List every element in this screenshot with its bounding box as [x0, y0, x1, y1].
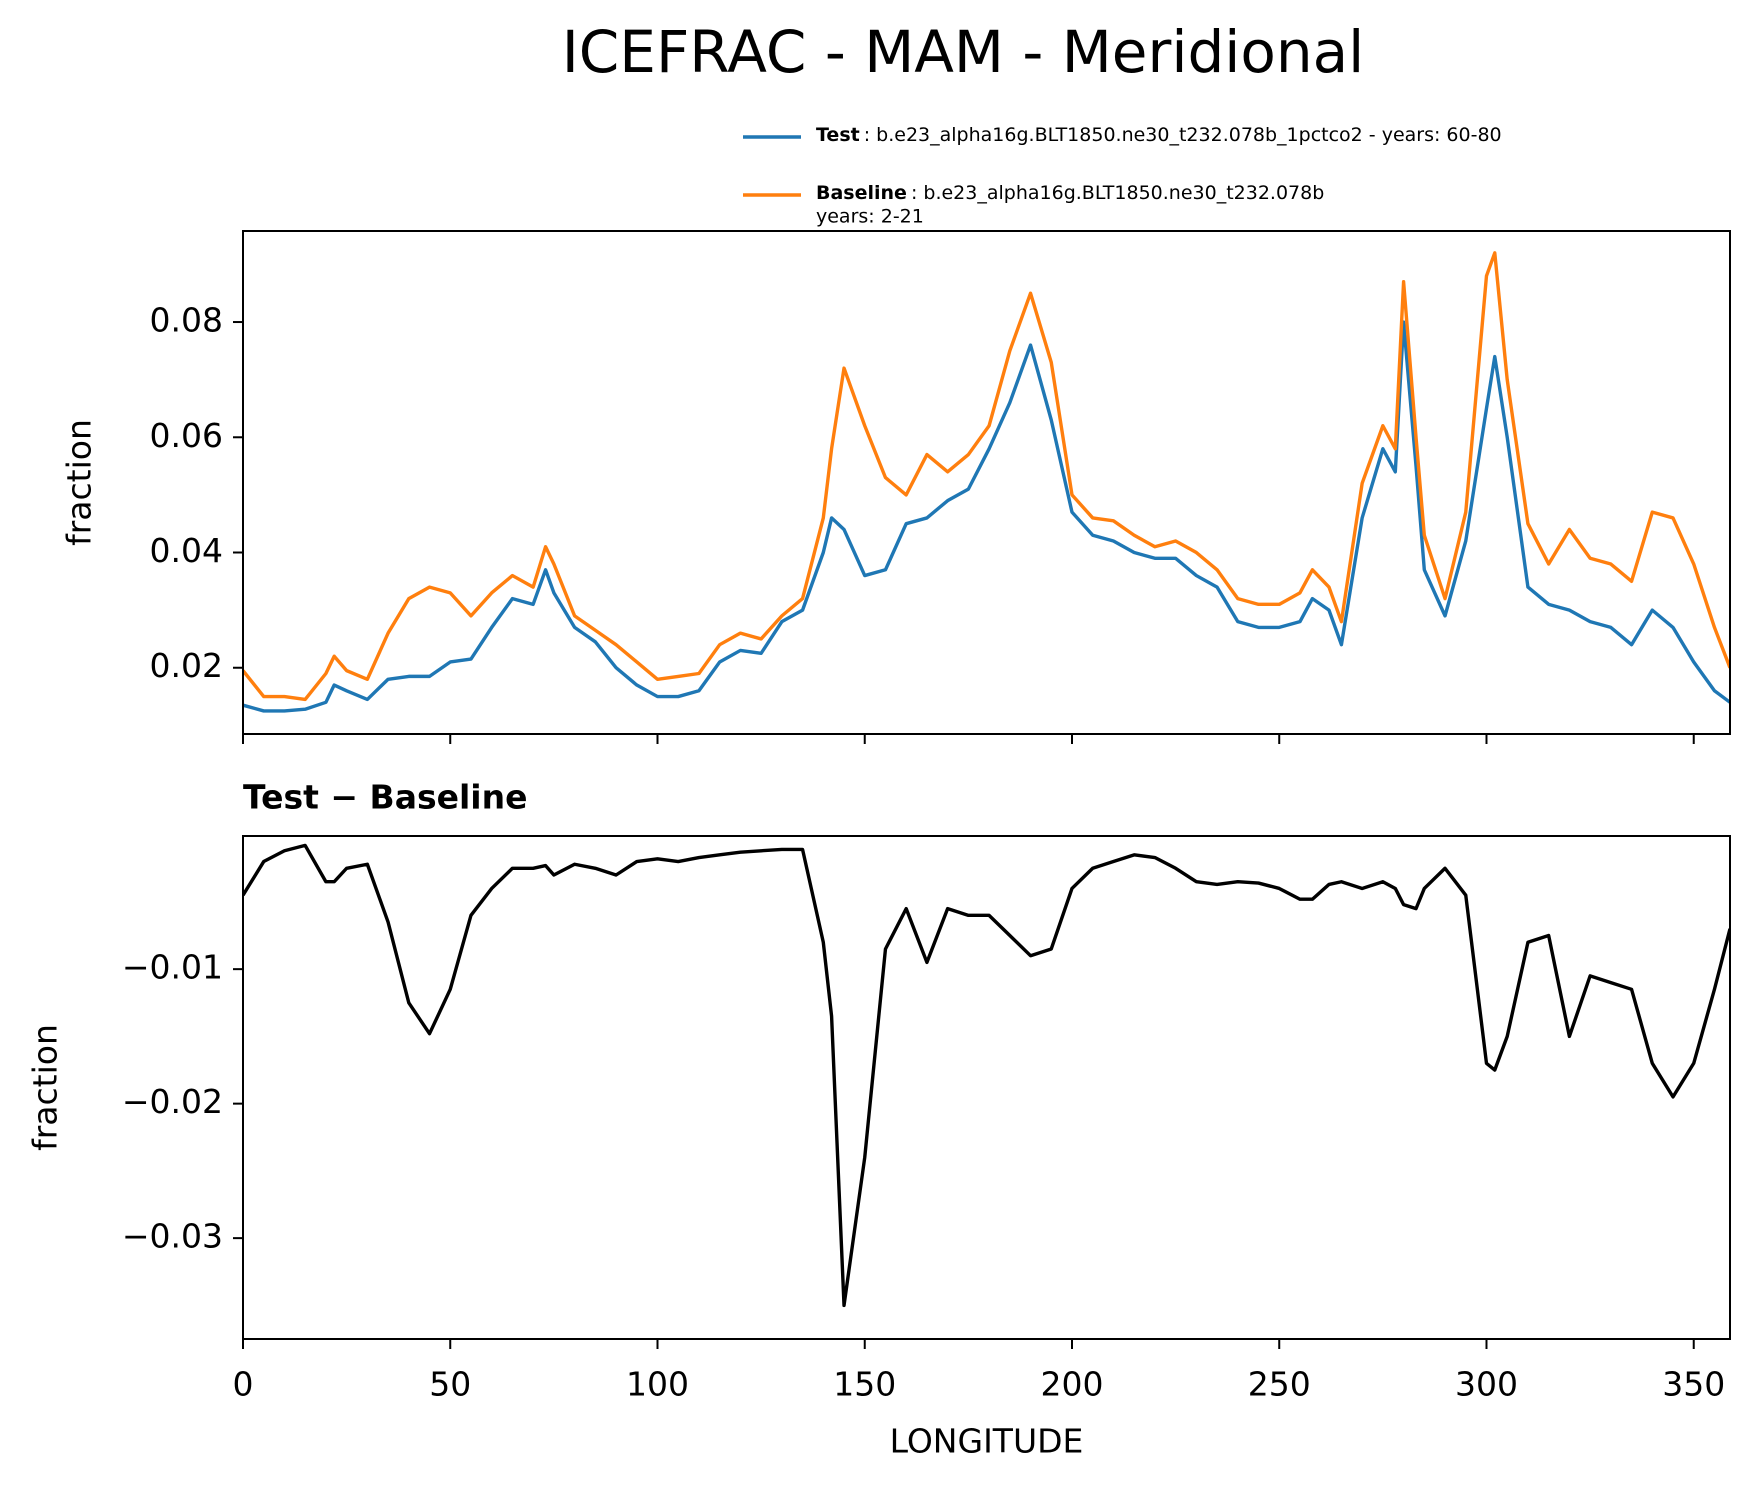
subplot-title: Test − Baseline	[243, 778, 528, 817]
y-tick-label: −0.02	[122, 1082, 223, 1121]
series-line	[243, 251, 1730, 702]
axes-frame	[242, 835, 1731, 1340]
y-tick-label: 0.06	[150, 416, 223, 455]
series-line	[243, 843, 1730, 1308]
y-tick-label: −0.03	[122, 1217, 223, 1256]
y-tick-label: −0.01	[122, 948, 223, 987]
y-tick-label: 0.08	[150, 301, 223, 340]
legend-name: Baseline	[816, 182, 907, 204]
x-axis-label: LONGITUDE	[890, 1422, 1084, 1461]
x-tick-label: 200	[1040, 1365, 1103, 1404]
legend-name: Test	[816, 124, 860, 146]
y-tick-label: 0.04	[150, 531, 223, 570]
x-tick-label: 250	[1248, 1365, 1311, 1404]
legend-label: Baseline: b.e23_alpha16g.BLT1850.ne30_t2…	[816, 182, 1324, 204]
y-axis-label: fraction	[60, 419, 99, 546]
series-line	[243, 320, 1730, 713]
x-tick-label: 150	[833, 1365, 896, 1404]
legend-description: years: 2-21	[816, 206, 924, 228]
y-axis-label: fraction	[26, 1024, 65, 1151]
x-tick-label: 300	[1455, 1365, 1518, 1404]
x-tick-label: 50	[429, 1365, 471, 1404]
y-tick-label: 0.02	[150, 646, 223, 685]
axes-frame	[242, 230, 1731, 735]
legend-description: : b.e23_alpha16g.BLT1850.ne30_t232.078b_…	[864, 124, 1502, 146]
legend-label: Test: b.e23_alpha16g.BLT1850.ne30_t232.0…	[816, 124, 1502, 146]
chart-title: ICEFRAC - MAM - Meridional	[562, 18, 1365, 86]
x-tick-label: 350	[1662, 1365, 1725, 1404]
x-tick-label: 100	[626, 1365, 689, 1404]
legend-description: : b.e23_alpha16g.BLT1850.ne30_t232.078b	[911, 182, 1324, 204]
x-tick-label: 0	[233, 1365, 254, 1404]
